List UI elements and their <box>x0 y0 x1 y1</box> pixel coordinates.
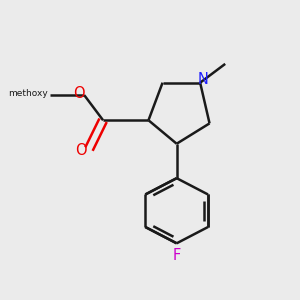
Text: F: F <box>172 248 181 263</box>
Text: O: O <box>73 86 85 101</box>
Text: N: N <box>197 72 208 87</box>
Text: methoxy: methoxy <box>8 89 48 98</box>
Text: O: O <box>75 143 87 158</box>
